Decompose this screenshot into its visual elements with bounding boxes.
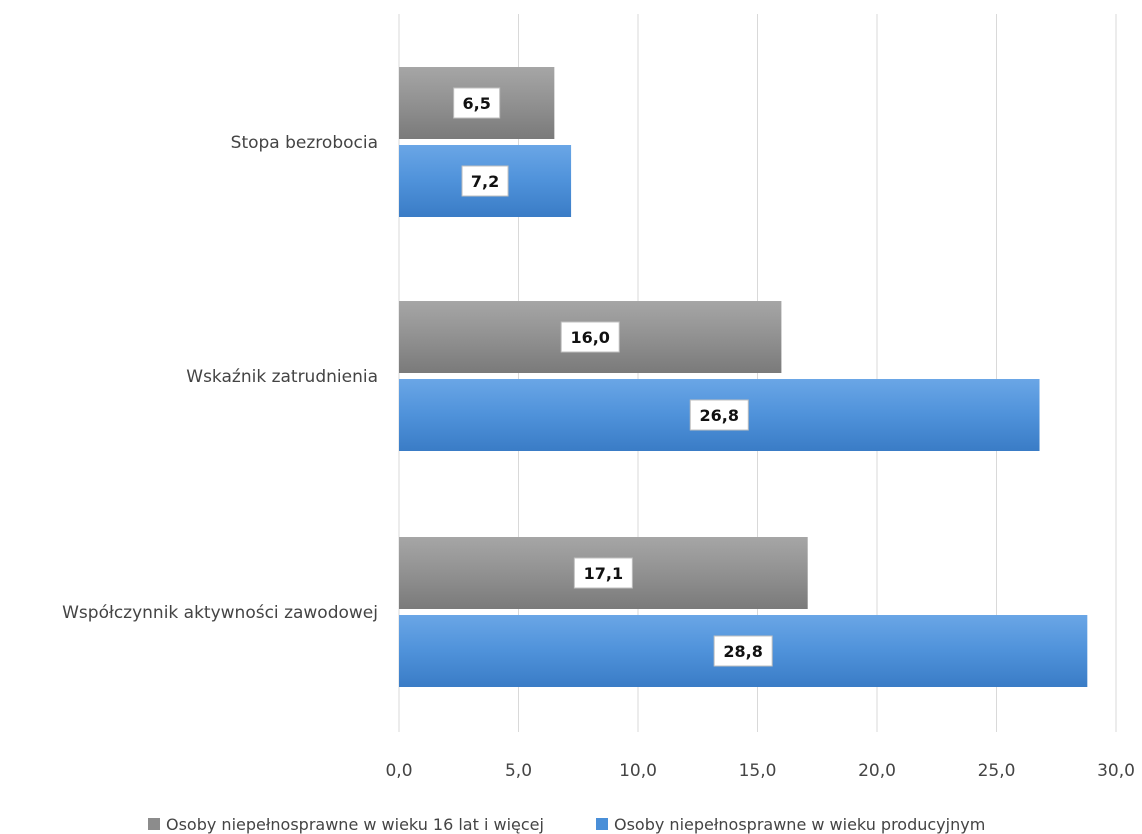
x-tick-label: 0,0 — [385, 761, 412, 781]
x-tick-label: 10,0 — [619, 761, 657, 781]
legend-swatch-blue — [596, 818, 608, 830]
data-label-box — [689, 399, 749, 431]
data-label: 7,2 — [471, 172, 499, 191]
category-label: Wskaźnik zatrudnienia — [186, 367, 378, 387]
data-label-box — [453, 87, 501, 119]
data-labels: 6,5 7,2 16,0 26,8 17,1 28,8 — [453, 87, 773, 667]
data-label-box — [461, 165, 509, 197]
data-label-box — [713, 635, 773, 667]
x-tick-label: 15,0 — [739, 761, 777, 781]
data-label-box — [560, 321, 620, 353]
legend: Osoby niepełnosprawne w wieku 16 lat i w… — [148, 815, 985, 834]
x-tick-label: 20,0 — [858, 761, 896, 781]
data-label: 6,5 — [463, 94, 491, 113]
data-label: 26,8 — [700, 406, 739, 425]
category-label: Współczynnik aktywności zawodowej — [62, 603, 378, 623]
data-label-box — [573, 557, 633, 589]
x-axis-tick-labels: 0,0 5,0 10,0 15,0 20,0 25,0 30,0 — [385, 761, 1134, 781]
x-tick-label: 5,0 — [505, 761, 532, 781]
data-label: 17,1 — [584, 564, 623, 583]
legend-label: Osoby niepełnosprawne w wieku 16 lat i w… — [166, 815, 544, 834]
data-label: 16,0 — [570, 328, 609, 347]
legend-label: Osoby niepełnosprawne w wieku producyjny… — [614, 815, 985, 834]
category-label: Stopa bezrobocia — [231, 133, 378, 153]
legend-swatch-grey — [148, 818, 160, 830]
bars — [399, 67, 1088, 687]
x-tick-label: 30,0 — [1097, 761, 1135, 781]
x-tick-label: 25,0 — [978, 761, 1016, 781]
category-labels: Stopa bezrobocia Wskaźnik zatrudnienia Wsp… — [62, 133, 378, 623]
data-label: 28,8 — [723, 642, 762, 661]
